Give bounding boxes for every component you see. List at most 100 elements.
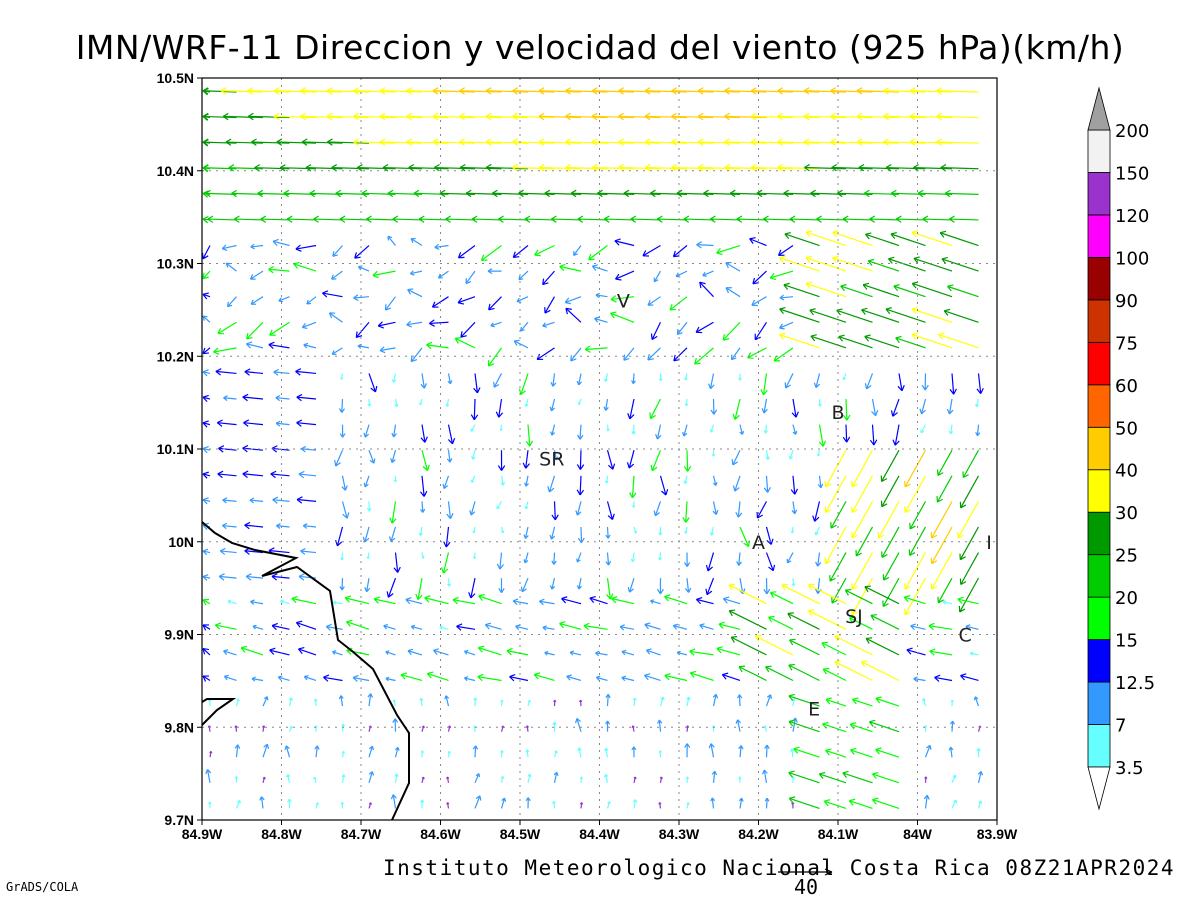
wind-vector-head [958,605,966,613]
wind-vector-head [538,138,545,146]
wind-vector-head [650,599,655,604]
wind-vector-head [407,648,414,655]
wind-vector-head [447,380,453,385]
wind-vector [710,526,715,536]
wind-vector-head [352,674,359,682]
wind-vector-head [251,138,257,146]
wind-vector-head [447,437,456,445]
wind-vector [950,746,953,758]
wind-vector [225,262,237,272]
wind-vector [380,115,423,119]
wind-vector [611,597,635,605]
wind-vector-head [650,333,658,341]
wind-vector-head [367,403,372,407]
wind-vector [931,552,953,590]
wind-vector [911,334,953,349]
colorbar-segment [1087,256,1111,301]
wind-vector-head [684,531,688,534]
wind-vector [578,747,582,758]
wind-vector-head [707,383,715,390]
wind-vector-head [353,87,359,95]
wind-vector [275,397,290,400]
wind-vector [378,321,396,327]
wind-vector [738,552,741,566]
wind-vector-head [920,429,925,434]
wind-vector-head [787,612,794,619]
wind-vector-head [379,138,386,146]
wind-vector-head [769,273,777,281]
colorbar-lower-triangle [1087,766,1111,811]
wind-vector-head [783,282,790,290]
wind-vector-head [683,562,691,567]
wind-vector [329,312,343,323]
wind-vector-head [724,138,730,146]
wind-vector-head [394,746,400,751]
wind-vector [305,167,343,170]
wind-vector [332,651,343,656]
wind-vector-head [217,327,224,335]
wind-vector-head [738,377,742,381]
wind-vector-head [445,215,452,223]
wind-vector-head [459,138,465,146]
wind-vector [464,650,476,656]
wind-vector [498,398,503,418]
wind-vector [506,650,529,656]
y-tick-label: 9.7N [164,812,194,828]
wind-vector-head [595,675,601,681]
wind-vector [728,584,767,605]
wind-vector [550,398,556,412]
wind-vector-head [577,215,584,223]
wind-vector [595,652,608,656]
wind-vector [217,473,237,477]
wind-vector-head [875,696,882,704]
wind-vector-head [538,112,545,121]
wind-vector-head [629,492,637,499]
station-label: A [752,532,765,554]
wind-vector-head [263,696,269,701]
wind-vector [536,347,555,360]
wind-vector [331,270,343,280]
wind-vector [465,270,476,284]
wind-vector [220,550,237,554]
wind-vector-head [684,587,692,593]
colorbar-label: 12.5 [1115,673,1155,694]
wind-vector-head [703,189,709,198]
wind-vector [202,648,211,656]
wind-vector [452,599,476,605]
wind-vector [756,501,768,519]
wind-vector [976,398,980,407]
wind-vector [765,798,768,809]
wind-vector-head [420,436,428,443]
colorbar-label: 40 [1115,461,1138,482]
wind-vector [924,795,928,809]
wind-vector [335,449,344,467]
wind-vector [392,373,397,383]
wind-vector [217,422,237,426]
wind-vector-head [607,513,615,520]
wind-vector [770,270,794,279]
wind-vector [578,578,582,590]
wind-vector-head [225,262,231,268]
wind-vector-head [656,215,663,223]
wind-vector [565,90,608,93]
wind-vector [341,552,344,561]
wind-vector-head [621,675,627,682]
wind-vector-head [223,674,229,681]
wind-vector [364,424,370,438]
wind-vector [260,218,290,221]
wind-vector-head [656,719,663,724]
wind-vector [882,577,900,607]
wind-vector [235,800,241,809]
wind-vector-head [831,163,838,172]
wind-vector-head [542,278,549,286]
wind-vector [851,501,874,539]
wind-vector [786,552,794,564]
wind-vector-head [538,87,545,95]
wind-vector-head [368,745,375,751]
wind-vector-head [630,558,636,563]
wind-vector-head [650,464,658,472]
wind-vector [580,526,583,543]
wind-vector-head [606,593,614,600]
wind-vector [941,258,979,272]
wind-vector-head [840,284,847,292]
